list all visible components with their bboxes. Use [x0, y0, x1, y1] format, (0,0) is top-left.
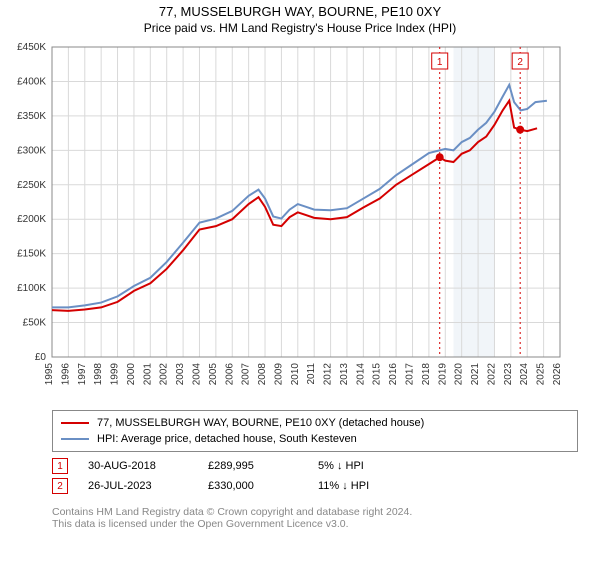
svg-text:2002: 2002 — [159, 363, 170, 386]
marker-date: 30-AUG-2018 — [88, 460, 208, 472]
svg-text:2023: 2023 — [503, 363, 514, 386]
svg-text:2022: 2022 — [486, 363, 497, 386]
marker-table: 1 30-AUG-2018£289,9955% ↓ HPI 2 26-JUL-2023… — [52, 456, 560, 496]
svg-text:£200K: £200K — [17, 214, 46, 225]
footer-text: Contains HM Land Registry data © Crown c… — [52, 506, 560, 530]
svg-text:£50K: £50K — [23, 318, 47, 329]
svg-text:2: 2 — [517, 57, 523, 68]
svg-text:2016: 2016 — [388, 363, 399, 386]
marker-date: 26-JUL-2023 — [88, 480, 208, 492]
legend-label: 77, MUSSELBURGH WAY, BOURNE, PE10 0XY (d… — [97, 417, 424, 429]
marker-price: £289,995 — [208, 460, 318, 472]
svg-text:1997: 1997 — [77, 363, 88, 386]
footer-line-1: Contains HM Land Registry data © Crown c… — [52, 506, 560, 518]
svg-text:£400K: £400K — [17, 76, 46, 87]
svg-text:1996: 1996 — [60, 363, 71, 386]
legend-label: HPI: Average price, detached house, Sout… — [97, 433, 357, 445]
svg-text:£100K: £100K — [17, 283, 46, 294]
svg-text:2020: 2020 — [454, 363, 465, 386]
chart-title: 77, MUSSELBURGH WAY, BOURNE, PE10 0XY — [0, 4, 600, 19]
svg-text:£250K: £250K — [17, 180, 46, 191]
svg-text:2006: 2006 — [224, 363, 235, 386]
svg-text:1: 1 — [437, 57, 443, 68]
svg-text:2008: 2008 — [257, 363, 268, 386]
svg-text:2024: 2024 — [519, 363, 530, 386]
svg-text:2021: 2021 — [470, 363, 481, 386]
svg-text:2007: 2007 — [241, 363, 252, 386]
svg-text:2018: 2018 — [421, 363, 432, 386]
marker-number: 1 — [52, 458, 68, 474]
svg-text:2026: 2026 — [552, 363, 563, 386]
marker-number: 2 — [52, 478, 68, 494]
svg-text:2010: 2010 — [290, 363, 301, 386]
svg-text:2000: 2000 — [126, 363, 137, 386]
svg-text:2009: 2009 — [273, 363, 284, 386]
chart-container: 77, MUSSELBURGH WAY, BOURNE, PE10 0XY Pr… — [0, 4, 600, 564]
chart-subtitle: Price paid vs. HM Land Registry's House … — [0, 21, 600, 35]
svg-text:1995: 1995 — [44, 363, 55, 386]
svg-text:£0: £0 — [35, 352, 47, 363]
footer-line-2: This data is licensed under the Open Gov… — [52, 518, 560, 530]
svg-text:£350K: £350K — [17, 111, 46, 122]
svg-text:£300K: £300K — [17, 145, 46, 156]
svg-text:2005: 2005 — [208, 363, 219, 386]
svg-text:2017: 2017 — [405, 363, 416, 386]
svg-text:1999: 1999 — [110, 363, 121, 386]
marker-pct: 11% ↓ HPI — [318, 480, 408, 492]
svg-text:£450K: £450K — [17, 42, 46, 53]
marker-price: £330,000 — [208, 480, 318, 492]
legend-box: 77, MUSSELBURGH WAY, BOURNE, PE10 0XY (d… — [52, 410, 578, 452]
svg-text:1998: 1998 — [93, 363, 104, 386]
svg-text:2003: 2003 — [175, 363, 186, 386]
svg-text:2011: 2011 — [306, 363, 317, 385]
legend-swatch — [61, 438, 89, 440]
legend-swatch — [61, 422, 89, 424]
marker-row: 1 30-AUG-2018£289,9955% ↓ HPI — [52, 456, 560, 476]
svg-text:£150K: £150K — [17, 249, 46, 260]
svg-text:2001: 2001 — [142, 363, 153, 386]
svg-text:2012: 2012 — [323, 363, 334, 386]
svg-text:2015: 2015 — [372, 363, 383, 386]
marker-row: 2 26-JUL-2023£330,00011% ↓ HPI — [52, 476, 560, 496]
svg-text:2019: 2019 — [437, 363, 448, 386]
marker-pct: 5% ↓ HPI — [318, 460, 408, 472]
svg-text:2013: 2013 — [339, 363, 350, 386]
price-chart: £0 £50K £100K £150K £200K £250K £300K £350K £400… — [0, 41, 600, 401]
svg-text:2004: 2004 — [191, 363, 202, 386]
svg-text:2014: 2014 — [355, 363, 366, 386]
legend-item: 77, MUSSELBURGH WAY, BOURNE, PE10 0XY (d… — [61, 415, 569, 431]
svg-text:2025: 2025 — [536, 363, 547, 386]
legend-item: HPI: Average price, detached house, Sout… — [61, 431, 569, 447]
